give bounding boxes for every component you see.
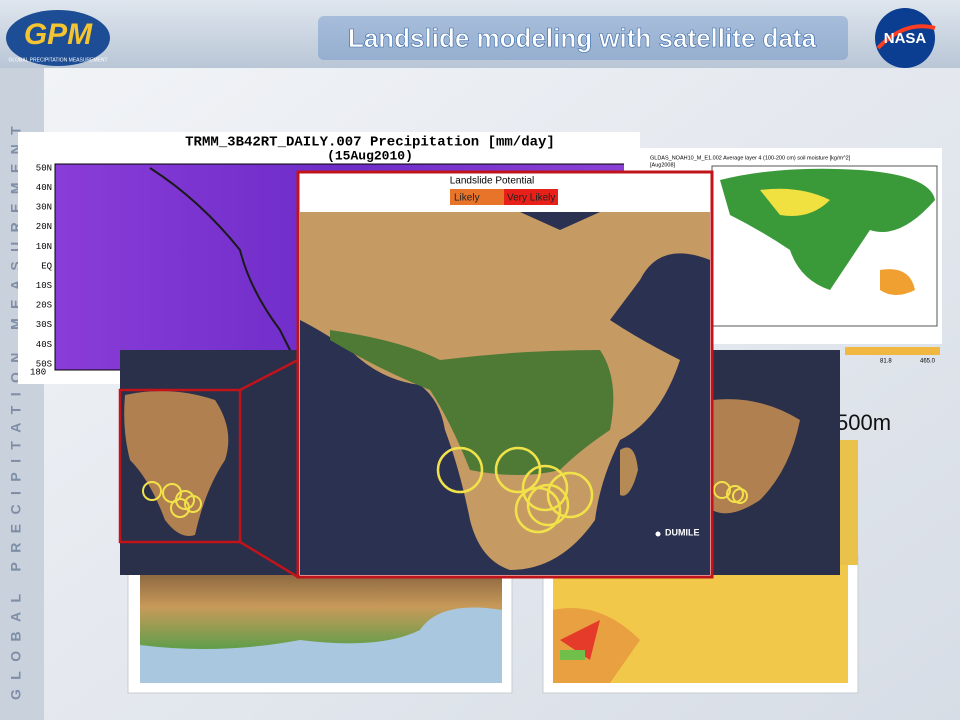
- place-label: DUMILE: [665, 527, 700, 537]
- zoom-line: [239, 540, 299, 579]
- slide-title: Landslide modeling with satellite data: [348, 23, 817, 53]
- legend-item: Likely: [454, 193, 480, 204]
- zoom-box: [118, 388, 242, 544]
- terrain-map: [127, 554, 513, 694]
- latitude-label: 30N: [36, 203, 52, 213]
- legend-swatch-likely: [450, 189, 504, 205]
- legend-item: Very Likely: [507, 193, 555, 204]
- small-map-circles: [713, 481, 748, 504]
- precip-coastline: [149, 167, 301, 371]
- small-map-circles: [142, 481, 202, 518]
- zoom-line: [239, 358, 299, 392]
- resolution-label: 500m: [836, 410, 891, 435]
- soil-map-title: GLDAS_NOAH10_M_E1.002 Average layer 4 (1…: [650, 155, 851, 161]
- landcover-patch: [553, 608, 640, 683]
- terrain-land: [140, 565, 502, 649]
- latitude-label: 30S: [36, 320, 52, 330]
- nasa-logo: [875, 8, 935, 68]
- latitude-label: 10S: [36, 281, 52, 291]
- legend-swatch-very-likely: [504, 189, 558, 205]
- latitude-label: 50N: [36, 163, 52, 173]
- madagascar: [620, 447, 638, 496]
- precip-lon-label: 180: [30, 367, 46, 377]
- small-map-africa: [124, 391, 229, 536]
- latitude-label: 20S: [36, 301, 52, 311]
- nasa-swoosh: [876, 24, 936, 50]
- latitude-label: 40S: [36, 340, 52, 350]
- latitude-label: 40N: [36, 183, 52, 193]
- soil-colorbar-label: 465.0: [920, 359, 936, 365]
- header-bar: [0, 0, 960, 68]
- legend-title: Landslide Potential: [450, 176, 535, 187]
- title-glow: [318, 16, 848, 60]
- precip-map-date: (15Aug2010): [327, 148, 413, 163]
- soil-colorbar: [845, 347, 940, 355]
- africa-vegetation: [330, 330, 614, 475]
- soil-map-date: [Aug2008]: [650, 162, 676, 168]
- small-map-land: [712, 399, 800, 514]
- latitude-label: 20N: [36, 222, 52, 232]
- soil-colorbar-label: 81.8: [880, 359, 892, 365]
- nasa-logo-text: NASA: [884, 30, 927, 47]
- gpm-logo-text: GPM: [24, 18, 93, 51]
- place-marker: [655, 531, 661, 537]
- landcover-edge: [840, 440, 858, 565]
- gpm-logo: [6, 10, 110, 66]
- precip-map-title: TRMM_3B42RT_DAILY.007 Precipitation [mm/…: [185, 135, 555, 151]
- soil-australia: [880, 269, 915, 295]
- landcover-patch: [560, 620, 600, 660]
- latitude-label: EQ: [41, 261, 52, 271]
- latitude-label: 10N: [36, 242, 52, 252]
- latitude-label: 50S: [36, 359, 52, 369]
- soil-dry: [760, 188, 830, 216]
- landcover-patch: [560, 650, 585, 660]
- landslide-circles: [436, 446, 594, 534]
- gpm-logo-subtitle: GLOBAL PRECIPITATION MEASUREMENT: [8, 57, 107, 63]
